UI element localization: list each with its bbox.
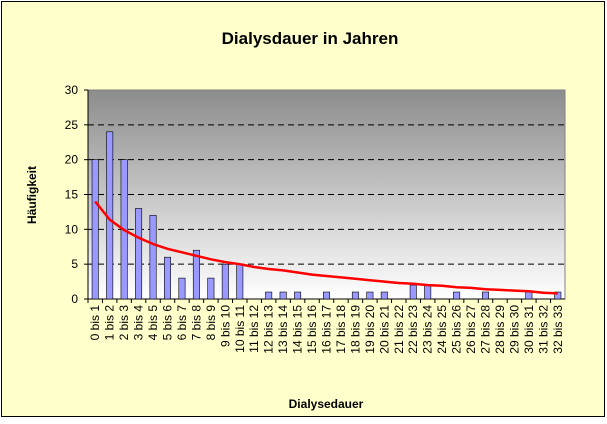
x-tick-label: 9 bis 10 [218,305,232,347]
x-tick-label: 21 bis 22 [392,305,406,354]
bar [453,291,461,300]
bar [178,277,186,300]
x-tick-label: 22 bis 23 [406,305,420,354]
bar [525,291,533,300]
bar [351,291,359,300]
x-tick-label: 11 bis 12 [247,305,261,353]
x-tick-label: 13 bis 14 [276,305,290,354]
bar [91,159,99,300]
bar [135,208,143,300]
x-tick-label: 26 bis 27 [464,305,478,354]
x-tick-label: 7 bis 8 [189,305,203,341]
x-tick-label: 30 bis 31 [522,305,536,354]
y-tick-label: 5 [71,257,78,271]
bar [424,284,432,300]
y-tick-label: 0 [71,292,78,306]
bar [294,291,302,300]
x-tick-label: 31 bis 32 [536,305,550,354]
bar [265,291,273,300]
bar [323,291,330,300]
bar [221,263,229,300]
x-tick-label: 14 bis 15 [291,305,305,354]
y-tick-label: 20 [65,153,79,167]
y-tick-label: 15 [65,188,79,202]
bar [380,291,388,300]
bar [366,291,374,300]
x-tick-label: 6 bis 7 [175,305,189,341]
x-tick-label: 19 bis 20 [363,305,377,354]
bar [554,291,562,300]
bar [149,215,157,300]
x-tick-label: 29 bis 30 [507,305,521,354]
x-axis-label: Dialysedauer [289,397,364,411]
x-tick-label: 27 bis 28 [479,305,493,354]
x-tick-label: 8 bis 9 [204,305,218,341]
x-tick-label: 15 bis 16 [305,305,319,354]
bar [482,291,489,300]
x-tick-label: 25 bis 26 [450,305,464,354]
y-tick-label: 10 [65,222,79,236]
x-tick-label: 16 bis 17 [320,305,334,354]
x-tick-label: 32 bis 33 [551,305,565,354]
x-tick-label: 2 bis 3 [117,305,131,341]
x-tick-label: 23 bis 24 [421,305,435,354]
x-tick-label: 3 bis 4 [132,305,146,341]
x-tick-label: 20 bis 21 [377,305,391,354]
bar [207,277,215,300]
bar [236,263,244,300]
y-axis-label: Häufigkeit [25,166,39,224]
x-tick-label: 17 bis 18 [334,305,348,354]
x-tick-label: 0 bis 1 [88,305,102,341]
bar [409,284,417,300]
bar [164,256,171,300]
bar [192,249,200,300]
x-tick-label: 10 bis 11 [233,305,247,353]
x-tick-label: 24 bis 25 [435,305,449,354]
y-tick-label: 25 [65,118,79,132]
trendline [94,200,558,295]
x-tick-label: 4 bis 5 [146,305,160,341]
x-tick-label: 28 bis 29 [493,305,507,354]
x-tick-label: 12 bis 13 [262,305,276,354]
y-tick-label: 30 [65,83,79,97]
chart-title: Dialysdauer in Jahren [222,29,399,48]
x-tick-label: 1 bis 2 [103,305,117,341]
x-tick-label: 18 bis 19 [348,305,362,354]
x-tick-label: 5 bis 6 [161,305,175,341]
bar [279,291,287,300]
